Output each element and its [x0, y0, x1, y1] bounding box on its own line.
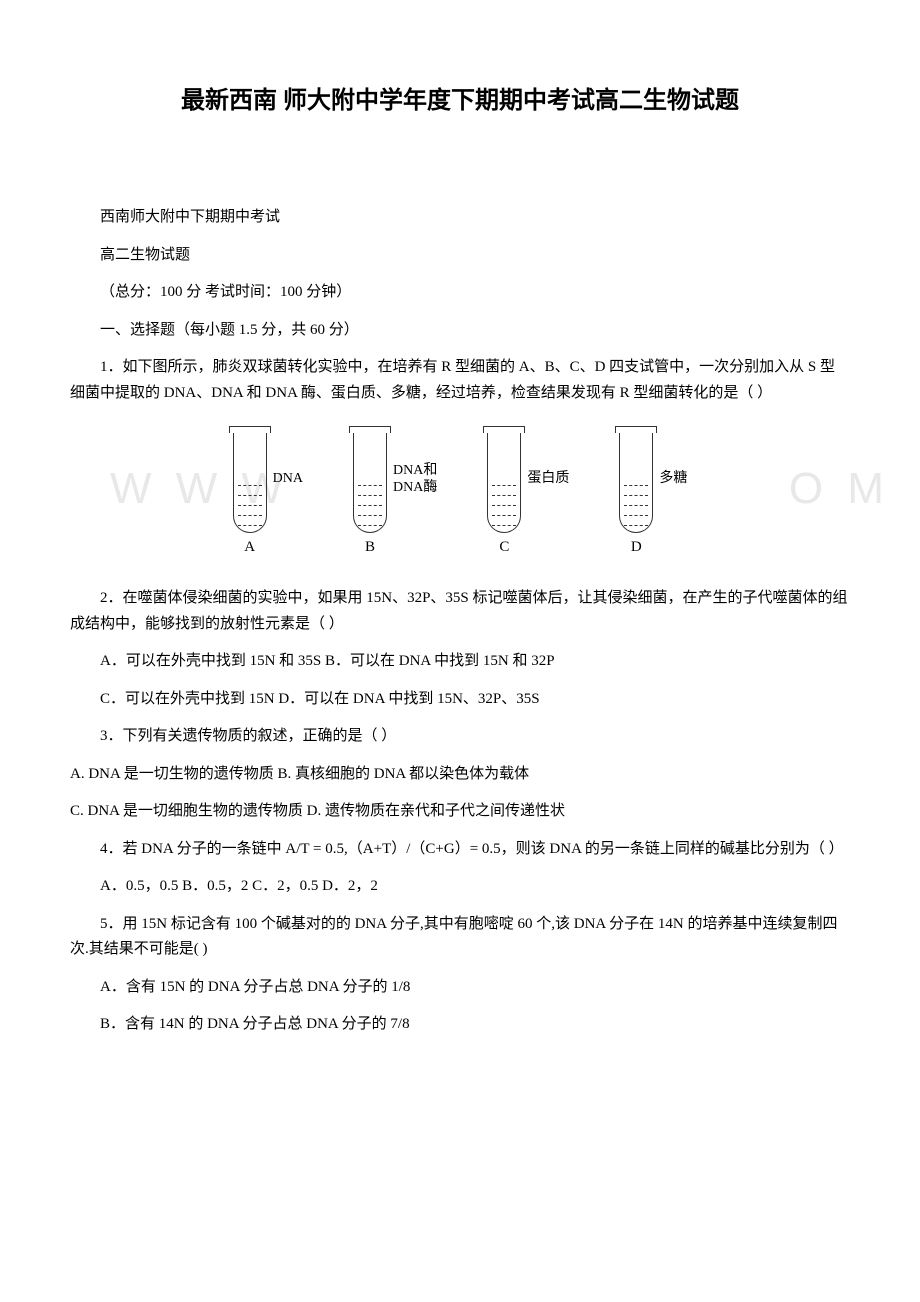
test-tube-icon	[487, 426, 521, 533]
question-3-opts-line2: C. DNA 是一切细胞生物的遗传物质 D. 遗传物质在亲代和子代之间传递性状	[70, 799, 850, 825]
test-tube-icon	[233, 426, 267, 533]
header-line-3: （总分：100 分 考试时间：100 分钟）	[70, 280, 850, 306]
figure-tubes: W W W O M DNAADNA和 DNA酶B蛋白质C多糖D	[70, 426, 850, 556]
tube-group-a: DNA A	[233, 426, 303, 556]
header-line-2: 高二生物试题	[70, 243, 850, 269]
tube-label: 蛋白质	[527, 471, 569, 488]
tube-label: 多糖	[659, 471, 687, 488]
tube-group-c: 蛋白质 C	[487, 426, 569, 556]
question-5-text: 5．用 15N 标记含有 100 个碱基对的的 DNA 分子,其中有胞嘧啶 60…	[70, 912, 850, 963]
test-tube-icon	[619, 426, 653, 533]
header-line-4: 一、选择题（每小题 1.5 分，共 60 分）	[70, 318, 850, 344]
question-1-text: 1．如下图所示，肺炎双球菌转化实验中，在培养有 R 型细菌的 A、B、C、D 四…	[70, 355, 850, 406]
question-4-opts: A．0.5，0.5 B．0.5，2 C．2，0.5 D．2，2	[70, 874, 850, 900]
question-3-opts-line1: A. DNA 是一切生物的遗传物质 B. 真核细胞的 DNA 都以染色体为载体	[70, 762, 850, 788]
tube-group-d: 多糖 D	[619, 426, 687, 556]
tube-group-b: DNA和 DNA酶 B	[353, 426, 437, 556]
tube-letter: C	[487, 539, 521, 556]
question-5-opt-a: A．含有 15N 的 DNA 分子占总 DNA 分子的 1/8	[70, 975, 850, 1001]
tube-letter: D	[619, 539, 653, 556]
tube-label: DNA和 DNA酶	[393, 463, 437, 497]
test-tube-icon	[353, 426, 387, 533]
tube-label: DNA	[273, 471, 303, 488]
tube-letter: A	[233, 539, 267, 556]
question-4-text: 4．若 DNA 分子的一条链中 A/T = 0.5,（A+T）/（C+G）= 0…	[70, 837, 850, 863]
question-2-text: 2．在噬菌体侵染细菌的实验中，如果用 15N、32P、35S 标记噬菌体后，让其…	[70, 586, 850, 637]
watermark-right: O M	[789, 464, 890, 514]
header-line-1: 西南师大附中下期期中考试	[70, 205, 850, 231]
question-3-text: 3．下列有关遗传物质的叙述，正确的是（ ）	[70, 724, 850, 750]
tube-letter: B	[353, 539, 387, 556]
question-2-opts-ab: A．可以在外壳中找到 15N 和 35S B．可以在 DNA 中找到 15N 和…	[70, 649, 850, 675]
question-5-opt-b: B．含有 14N 的 DNA 分子占总 DNA 分子的 7/8	[70, 1012, 850, 1038]
question-2-opts-cd: C．可以在外壳中找到 15N D．可以在 DNA 中找到 15N、32P、35S	[70, 687, 850, 713]
page-title: 最新西南 师大附中学年度下期期中考试高二生物试题	[70, 80, 850, 115]
